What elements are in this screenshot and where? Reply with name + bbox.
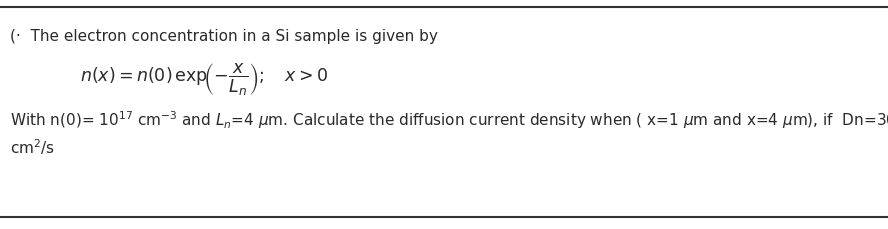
Text: cm$^2$/s: cm$^2$/s: [10, 137, 55, 157]
Text: With n(0)= $10^{17}$ cm$^{-3}$ and $L_n$=4 $\mu$m. Calculate the diffusion curre: With n(0)= $10^{17}$ cm$^{-3}$ and $L_n$…: [10, 109, 888, 131]
Text: $n(x) = n(0)\,\mathrm{exp}\!\left(-\dfrac{x}{L_n}\right);\quad x > 0$: $n(x) = n(0)\,\mathrm{exp}\!\left(-\dfra…: [80, 61, 329, 97]
Text: (·  The electron concentration in a Si sample is given by: (· The electron concentration in a Si sa…: [10, 29, 438, 44]
